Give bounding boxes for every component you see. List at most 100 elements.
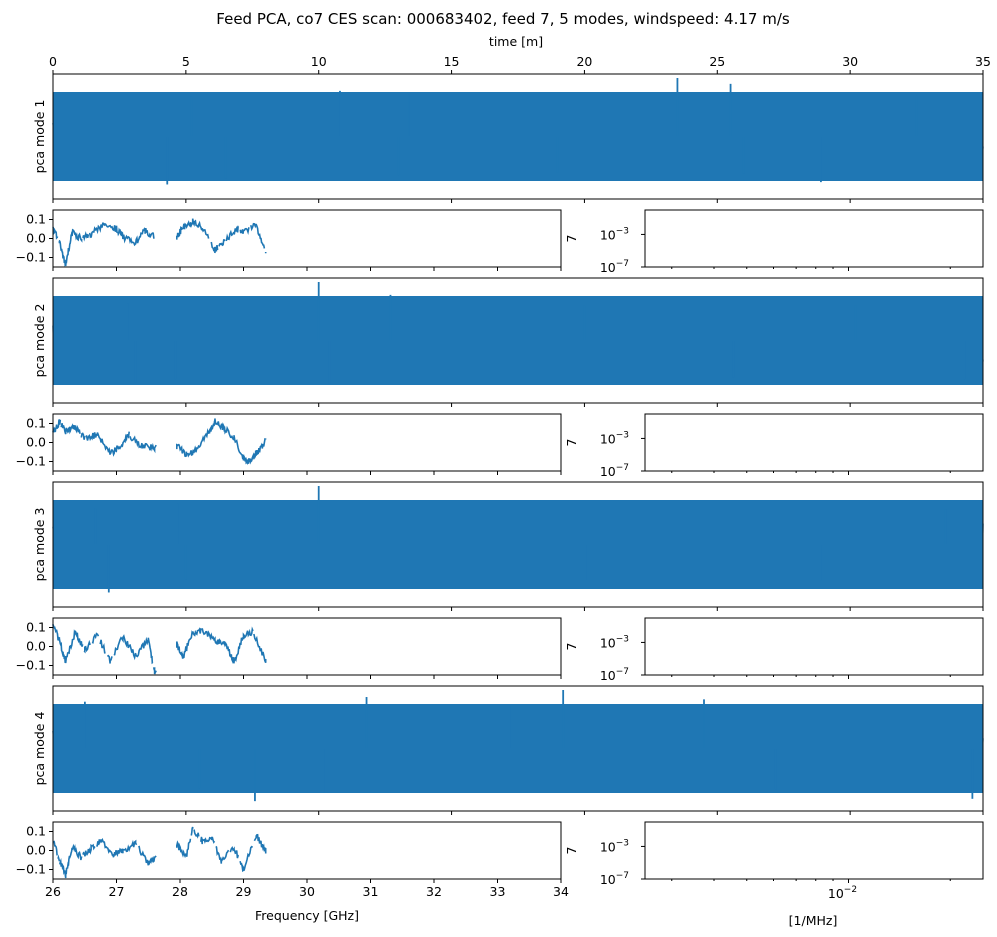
pca-mode-ylabel: pca mode 3 [32,508,47,582]
frequency-panel-1: 0.1 0.0 −0.1 [16,209,562,271]
frequency-panel-2: 0.1 0.0 −0.1 [16,413,562,475]
psd-y-tick-label: 10−3 [600,430,629,446]
y-tick-label: −0.1 [16,250,46,265]
plot-background [53,822,561,879]
time-series-panel-4: pca mode 4 [32,685,984,815]
frequency-tick-label: 32 [426,884,442,899]
psd-ylabel: 7 [564,643,579,651]
plot-background [645,822,983,879]
plot-frame [52,73,984,200]
psd-axis-label: [1/MHz] [789,913,838,928]
y-tick-label: −0.1 [16,862,46,877]
y-tick-label: 0.0 [26,231,46,246]
psd-y-tick-label-exponent: −3 [616,634,629,644]
plot-frame [644,413,984,472]
pca-mode-band [53,704,983,793]
pca-mode-band [53,296,983,385]
time-tick-label: 25 [709,54,725,69]
pca-mode-ylabel: pca mode 4 [32,712,47,786]
psd-y-tick-label-exponent: −3 [616,226,629,236]
y-tick-label: −0.1 [16,454,46,469]
time-tick-label: 30 [842,54,858,69]
psd-panel-2: 10−310−77 [564,413,984,479]
plot-frame [52,277,984,404]
time-series-panel-3: pca mode 3 [32,481,984,611]
time-axis-ticks: 0 5 10 15 20 25 30 35 [49,54,991,74]
psd-ylabel: 7 [564,235,579,243]
frequency-tick-label: 33 [490,884,506,899]
time-tick-label: 5 [182,54,190,69]
psd-panel-3: 10−310−77 [564,617,984,683]
plot-frame [644,209,984,268]
time-series-panel-1: pca mode 1 [32,73,984,203]
y-tick-label: 0.1 [26,620,46,635]
psd-y-tick-label: 10−7 [600,463,629,479]
psd-y-tick-label-base: 10 [600,872,616,887]
time-series-panel-2: pca mode 2 [32,277,984,407]
psd-y-tick-label: 10−7 [600,259,629,275]
pca-mode-ylabel: pca mode 2 [32,304,47,378]
psd-y-tick-label-exponent: −7 [616,667,629,677]
psd-y-tick-label-base: 10 [600,227,616,242]
psd-y-tick-label: 10−7 [600,871,629,887]
psd-y-tick-label: 10−3 [600,838,629,854]
psd-y-tick-label-exponent: −3 [616,838,629,848]
psd-y-tick-label: 10−7 [600,667,629,683]
frequency-tick-label: 31 [363,884,379,899]
plot-background [645,618,983,675]
pca-mode-band [53,500,983,589]
psd-y-tick-label-base: 10 [600,431,616,446]
plot-frame [52,685,984,812]
y-tick-label: −0.1 [16,658,46,673]
psd-y-tick-label: 10−3 [600,226,629,242]
frequency-axis-ticks: 26 27 28 29 30 31 32 33 34 [45,884,569,899]
y-tick-label: 0.0 [26,843,46,858]
psd-panel-4: 10−310−77 [564,821,984,887]
psd-y-tick-label-base: 10 [600,668,616,683]
plot-frame [52,481,984,608]
plot-background [53,618,561,675]
frequency-line [53,826,267,879]
frequency-tick-label: 30 [299,884,315,899]
plot-background [645,210,983,267]
plot-background [645,414,983,471]
frequency-axis-label: Frequency [GHz] [255,908,359,923]
plot-background [53,414,561,471]
psd-ylabel: 7 [564,439,579,447]
frequency-tick-label: 29 [236,884,252,899]
time-tick-label: 15 [444,54,460,69]
psd-y-tick-label-base: 10 [600,464,616,479]
psd-axis-ticks: 10−2 [828,885,857,901]
time-tick-label: 20 [576,54,592,69]
psd-y-tick-label: 10−3 [600,634,629,650]
psd-y-tick-label-base: 10 [600,260,616,275]
frequency-tick-label: 26 [45,884,61,899]
pca-mode-band [53,92,983,181]
psd-x-tick-label: 10−2 [828,885,857,901]
psd-x-tick-label-base: 10 [828,886,844,901]
pca-mode-ylabel: pca mode 1 [32,100,47,174]
y-tick-label: 0.0 [26,639,46,654]
y-tick-label: 0.1 [26,212,46,227]
plot-frame [644,821,984,880]
psd-y-tick-label-exponent: −7 [616,259,629,269]
frequency-panel-4: 0.1 0.0 −0.1 [16,821,562,883]
psd-y-tick-label-base: 10 [600,635,616,650]
frequency-tick-label: 28 [172,884,188,899]
psd-y-tick-label-base: 10 [600,839,616,854]
psd-x-tick-label-exponent: −2 [844,885,857,895]
frequency-line [52,218,267,267]
frequency-tick-label: 34 [553,884,569,899]
frequency-line [52,418,267,466]
y-tick-label: 0.1 [26,824,46,839]
time-axis-label: time [m] [489,34,543,49]
psd-y-tick-label-exponent: −7 [616,871,629,881]
psd-panel-1: 10−310−77 [564,209,984,275]
chart-title: Feed PCA, co7 CES scan: 000683402, feed … [216,10,790,28]
psd-ylabel: 7 [564,847,579,855]
psd-y-tick-label-exponent: −3 [616,430,629,440]
y-tick-label: 0.0 [26,435,46,450]
time-tick-label: 10 [311,54,327,69]
plot-frame [644,617,984,676]
